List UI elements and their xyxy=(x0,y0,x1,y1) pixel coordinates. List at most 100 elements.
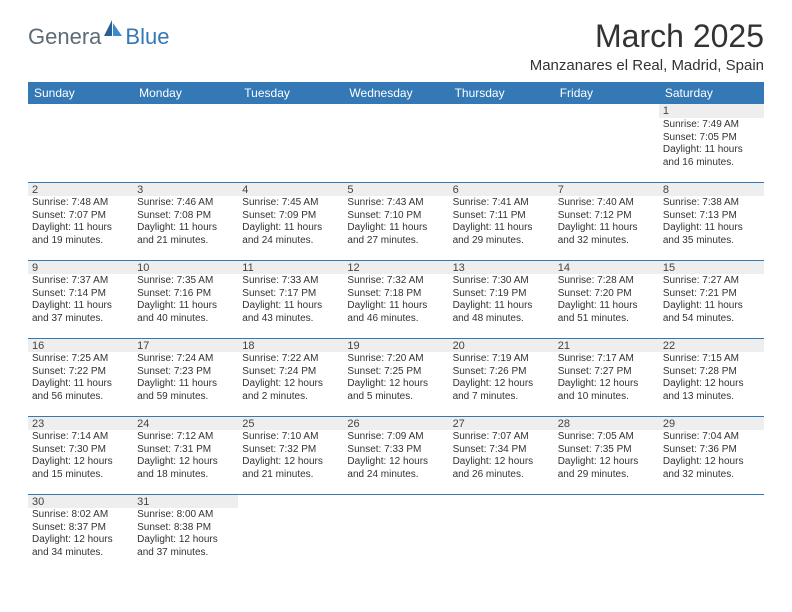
day-number: 28 xyxy=(554,416,659,430)
day-info: Sunrise: 7:05 AMSunset: 7:35 PMDaylight:… xyxy=(554,430,659,483)
day-number: 15 xyxy=(659,260,764,274)
daylight-text: Daylight: 11 hours and 27 minutes. xyxy=(347,222,444,247)
day-info: Sunrise: 7:43 AMSunset: 7:10 PMDaylight:… xyxy=(343,196,448,249)
sunrise-text: Sunrise: 7:14 AM xyxy=(32,431,129,444)
sunrise-text: Sunrise: 7:10 AM xyxy=(242,431,339,444)
daylight-text: Daylight: 12 hours and 24 minutes. xyxy=(347,456,444,481)
sunset-text: Sunset: 7:32 PM xyxy=(242,444,339,457)
daylight-text: Daylight: 11 hours and 43 minutes. xyxy=(242,300,339,325)
sunrise-text: Sunrise: 7:48 AM xyxy=(32,197,129,210)
calendar-cell: 29Sunrise: 7:04 AMSunset: 7:36 PMDayligh… xyxy=(659,416,764,494)
calendar-cell: 30Sunrise: 8:02 AMSunset: 8:37 PMDayligh… xyxy=(28,494,133,572)
dow-thursday: Thursday xyxy=(449,82,554,104)
calendar-week-row: 2Sunrise: 7:48 AMSunset: 7:07 PMDaylight… xyxy=(28,182,764,260)
sunrise-text: Sunrise: 7:19 AM xyxy=(453,353,550,366)
sunrise-text: Sunrise: 8:00 AM xyxy=(137,509,234,522)
daylight-text: Daylight: 11 hours and 37 minutes. xyxy=(32,300,129,325)
day-info: Sunrise: 7:12 AMSunset: 7:31 PMDaylight:… xyxy=(133,430,238,483)
calendar-cell xyxy=(343,494,448,572)
dow-monday: Monday xyxy=(133,82,238,104)
sunset-text: Sunset: 7:12 PM xyxy=(558,210,655,223)
sunset-text: Sunset: 7:33 PM xyxy=(347,444,444,457)
calendar-cell: 14Sunrise: 7:28 AMSunset: 7:20 PMDayligh… xyxy=(554,260,659,338)
sunrise-text: Sunrise: 7:27 AM xyxy=(663,275,760,288)
calendar-cell: 19Sunrise: 7:20 AMSunset: 7:25 PMDayligh… xyxy=(343,338,448,416)
day-info: Sunrise: 7:19 AMSunset: 7:26 PMDaylight:… xyxy=(449,352,554,405)
daylight-text: Daylight: 12 hours and 18 minutes. xyxy=(137,456,234,481)
day-info: Sunrise: 8:00 AMSunset: 8:38 PMDaylight:… xyxy=(133,508,238,561)
day-number: 27 xyxy=(449,416,554,430)
calendar-cell: 4Sunrise: 7:45 AMSunset: 7:09 PMDaylight… xyxy=(238,182,343,260)
day-number: 20 xyxy=(449,338,554,352)
sunset-text: Sunset: 7:25 PM xyxy=(347,366,444,379)
day-info: Sunrise: 7:07 AMSunset: 7:34 PMDaylight:… xyxy=(449,430,554,483)
calendar-cell: 28Sunrise: 7:05 AMSunset: 7:35 PMDayligh… xyxy=(554,416,659,494)
calendar-cell: 27Sunrise: 7:07 AMSunset: 7:34 PMDayligh… xyxy=(449,416,554,494)
day-number: 2 xyxy=(28,182,133,196)
day-info: Sunrise: 7:10 AMSunset: 7:32 PMDaylight:… xyxy=(238,430,343,483)
dow-tuesday: Tuesday xyxy=(238,82,343,104)
sunset-text: Sunset: 7:08 PM xyxy=(137,210,234,223)
daylight-text: Daylight: 11 hours and 32 minutes. xyxy=(558,222,655,247)
day-info: Sunrise: 7:37 AMSunset: 7:14 PMDaylight:… xyxy=(28,274,133,327)
sunset-text: Sunset: 7:10 PM xyxy=(347,210,444,223)
day-info: Sunrise: 7:17 AMSunset: 7:27 PMDaylight:… xyxy=(554,352,659,405)
calendar-cell: 1Sunrise: 7:49 AMSunset: 7:05 PMDaylight… xyxy=(659,104,764,182)
calendar-cell: 22Sunrise: 7:15 AMSunset: 7:28 PMDayligh… xyxy=(659,338,764,416)
daylight-text: Daylight: 12 hours and 7 minutes. xyxy=(453,378,550,403)
daylight-text: Daylight: 11 hours and 51 minutes. xyxy=(558,300,655,325)
day-number: 11 xyxy=(238,260,343,274)
calendar-cell: 20Sunrise: 7:19 AMSunset: 7:26 PMDayligh… xyxy=(449,338,554,416)
calendar-cell: 7Sunrise: 7:40 AMSunset: 7:12 PMDaylight… xyxy=(554,182,659,260)
calendar-cell: 26Sunrise: 7:09 AMSunset: 7:33 PMDayligh… xyxy=(343,416,448,494)
day-info: Sunrise: 7:40 AMSunset: 7:12 PMDaylight:… xyxy=(554,196,659,249)
day-number: 16 xyxy=(28,338,133,352)
calendar-week-row: 16Sunrise: 7:25 AMSunset: 7:22 PMDayligh… xyxy=(28,338,764,416)
brand-sail-icon xyxy=(102,18,124,43)
day-info: Sunrise: 7:15 AMSunset: 7:28 PMDaylight:… xyxy=(659,352,764,405)
day-info: Sunrise: 7:49 AMSunset: 7:05 PMDaylight:… xyxy=(659,118,764,171)
sunset-text: Sunset: 7:09 PM xyxy=(242,210,339,223)
day-info: Sunrise: 7:28 AMSunset: 7:20 PMDaylight:… xyxy=(554,274,659,327)
sunrise-text: Sunrise: 7:33 AM xyxy=(242,275,339,288)
day-number: 26 xyxy=(343,416,448,430)
calendar-cell: 13Sunrise: 7:30 AMSunset: 7:19 PMDayligh… xyxy=(449,260,554,338)
calendar-week-row: 9Sunrise: 7:37 AMSunset: 7:14 PMDaylight… xyxy=(28,260,764,338)
dow-sunday: Sunday xyxy=(28,82,133,104)
sunset-text: Sunset: 7:05 PM xyxy=(663,132,760,145)
sunset-text: Sunset: 8:38 PM xyxy=(137,522,234,535)
calendar-week-row: 30Sunrise: 8:02 AMSunset: 8:37 PMDayligh… xyxy=(28,494,764,572)
day-number: 29 xyxy=(659,416,764,430)
daylight-text: Daylight: 12 hours and 26 minutes. xyxy=(453,456,550,481)
daylight-text: Daylight: 12 hours and 37 minutes. xyxy=(137,534,234,559)
day-number: 6 xyxy=(449,182,554,196)
sunset-text: Sunset: 7:18 PM xyxy=(347,288,444,301)
day-info: Sunrise: 7:04 AMSunset: 7:36 PMDaylight:… xyxy=(659,430,764,483)
day-number: 13 xyxy=(449,260,554,274)
sunset-text: Sunset: 7:17 PM xyxy=(242,288,339,301)
day-number: 19 xyxy=(343,338,448,352)
sunrise-text: Sunrise: 7:09 AM xyxy=(347,431,444,444)
sunset-text: Sunset: 7:13 PM xyxy=(663,210,760,223)
sunset-text: Sunset: 7:23 PM xyxy=(137,366,234,379)
daylight-text: Daylight: 12 hours and 21 minutes. xyxy=(242,456,339,481)
day-number: 22 xyxy=(659,338,764,352)
location-subtitle: Manzanares el Real, Madrid, Spain xyxy=(530,57,764,74)
daylight-text: Daylight: 11 hours and 21 minutes. xyxy=(137,222,234,247)
daylight-text: Daylight: 11 hours and 48 minutes. xyxy=(453,300,550,325)
calendar-cell xyxy=(554,104,659,182)
calendar-cell: 23Sunrise: 7:14 AMSunset: 7:30 PMDayligh… xyxy=(28,416,133,494)
sunset-text: Sunset: 8:37 PM xyxy=(32,522,129,535)
daylight-text: Daylight: 11 hours and 54 minutes. xyxy=(663,300,760,325)
day-info: Sunrise: 7:38 AMSunset: 7:13 PMDaylight:… xyxy=(659,196,764,249)
daylight-text: Daylight: 12 hours and 10 minutes. xyxy=(558,378,655,403)
brand-text-blue: Blue xyxy=(125,24,169,50)
calendar-week-row: 23Sunrise: 7:14 AMSunset: 7:30 PMDayligh… xyxy=(28,416,764,494)
daylight-text: Daylight: 11 hours and 24 minutes. xyxy=(242,222,339,247)
calendar-cell xyxy=(28,104,133,182)
sunrise-text: Sunrise: 7:41 AM xyxy=(453,197,550,210)
day-info: Sunrise: 7:14 AMSunset: 7:30 PMDaylight:… xyxy=(28,430,133,483)
sunrise-text: Sunrise: 7:35 AM xyxy=(137,275,234,288)
day-number: 17 xyxy=(133,338,238,352)
day-number: 24 xyxy=(133,416,238,430)
